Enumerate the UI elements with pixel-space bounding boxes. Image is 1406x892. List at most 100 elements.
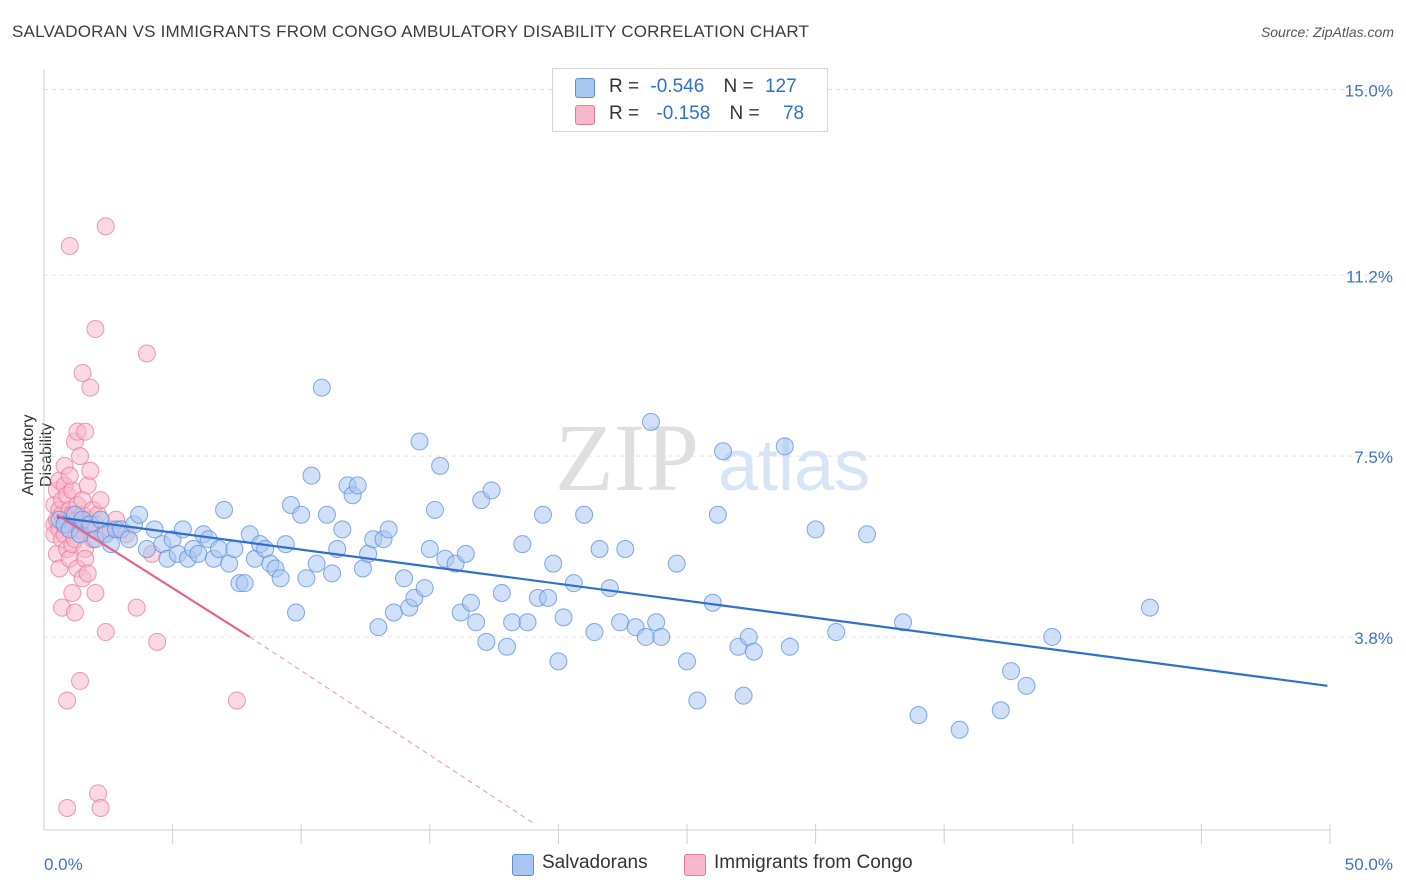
source-label: Source: ZipAtlas.com: [1260, 24, 1394, 40]
salvadorans-point: [276, 535, 295, 554]
congo-point: [76, 549, 95, 568]
salvadorans-point: [991, 701, 1010, 720]
salvadorans-point: [410, 432, 429, 451]
salvadorans-point: [215, 500, 234, 519]
salvadorans-point: [137, 539, 156, 558]
salvadorans-point: [575, 505, 594, 524]
salvadorans-point: [317, 505, 336, 524]
salvadorans-point: [415, 579, 434, 598]
congo-point: [60, 466, 79, 485]
legend-r-value: -0.546: [650, 76, 705, 97]
congo-point: [227, 691, 246, 710]
salvadorans-point: [667, 554, 686, 573]
watermark: ZIP atlas: [555, 404, 870, 511]
salvadorans-point: [271, 569, 290, 588]
grid-lines: [44, 89, 1390, 638]
salvadorans-point: [611, 613, 630, 632]
congo-point: [89, 784, 108, 803]
congo-point: [76, 422, 95, 441]
y-tick-label: 7.5%: [1354, 448, 1393, 467]
salvadorans-point: [950, 720, 969, 739]
salvadorans-point: [503, 613, 522, 632]
congo-point: [81, 461, 100, 480]
salvadorans-point: [652, 627, 671, 646]
legend-r-label: R =: [609, 76, 640, 97]
salvadorans-point: [461, 593, 480, 612]
salvadorans-point: [225, 539, 244, 558]
salvadorans-point: [395, 569, 414, 588]
salvadorans-point: [544, 554, 563, 573]
trend-lines: [56, 513, 1328, 824]
salvadorans-point: [688, 691, 707, 710]
salvadorans-point: [708, 505, 727, 524]
bottom-legend-label-congo: Immigrants from Congo: [714, 852, 913, 873]
salvadorans-point: [533, 505, 552, 524]
correlation-legend: R = -0.546 N = 127 R = -0.158 N = 78: [552, 68, 828, 132]
congo-point: [73, 364, 92, 383]
salvadorans-point: [492, 583, 511, 602]
congo-point: [65, 603, 84, 622]
salvadorans-point: [323, 564, 342, 583]
legend-swatch-congo: [575, 105, 595, 125]
salvadorans-point: [549, 652, 568, 671]
series-salvadorans-points: [50, 378, 1159, 739]
salvadorans-point: [209, 539, 228, 558]
salvadorans-point: [1002, 662, 1021, 681]
congo-point: [63, 583, 82, 602]
congo-point: [78, 476, 97, 495]
salvadorans-point: [467, 613, 486, 632]
salvadorans-point: [287, 603, 306, 622]
salvadorans-point: [379, 520, 398, 539]
congo-point: [127, 598, 146, 617]
watermark-zip: ZIP: [555, 404, 699, 511]
congo-point: [96, 217, 115, 236]
salvadorans-point: [564, 574, 583, 593]
salvadorans-point: [420, 539, 439, 558]
salvadorans-point: [616, 539, 635, 558]
congo-point: [60, 236, 79, 255]
x-tick-label: 50.0%: [1345, 855, 1393, 874]
salvadorans-point: [431, 456, 450, 475]
legend-n-label: N =: [723, 76, 754, 97]
salvadorans-point: [456, 544, 475, 563]
congo-point: [91, 491, 110, 510]
legend-n-value: 127: [764, 76, 797, 97]
congo-point: [78, 564, 97, 583]
y-tick-label: 15.0%: [1345, 82, 1393, 101]
salvadorans-point: [425, 500, 444, 519]
salvadorans-point: [894, 613, 913, 632]
salvadorans-point: [307, 554, 326, 573]
salvadorans-point: [806, 520, 825, 539]
congo-point: [137, 344, 156, 363]
salvadorans-point: [714, 442, 733, 461]
salvadorans-point: [585, 623, 604, 642]
congo-trend-line: [56, 513, 251, 638]
salvadorans-point: [554, 608, 573, 627]
congo-point: [71, 447, 90, 466]
bottom-legend-swatch-salvadorans: [512, 854, 534, 876]
salvadorans-trend-line: [56, 516, 1328, 687]
legend-r-value: -0.158: [656, 103, 711, 124]
salvadorans-point: [292, 505, 311, 524]
x-tick-label: 0.0%: [44, 855, 83, 874]
salvadorans-point: [590, 539, 609, 558]
congo-point: [58, 691, 77, 710]
congo-point: [96, 623, 115, 642]
congo-point: [86, 583, 105, 602]
salvadorans-point: [734, 686, 753, 705]
salvadorans-point: [189, 544, 208, 563]
salvadorans-point: [297, 569, 316, 588]
salvadorans-point: [369, 618, 388, 637]
salvadorans-point: [302, 466, 321, 485]
salvadorans-point: [384, 603, 403, 622]
axes: [43, 70, 1331, 844]
salvadorans-point: [348, 476, 367, 495]
congo-trend-extension: [249, 636, 533, 824]
y-tick-label: 3.8%: [1354, 629, 1393, 648]
salvadorans-point: [744, 642, 763, 661]
salvadorans-point: [1017, 676, 1036, 695]
legend-n-label: N =: [729, 103, 760, 124]
chart-title: SALVADORAN VS IMMIGRANTS FROM CONGO AMBU…: [12, 22, 810, 41]
congo-point: [58, 799, 77, 818]
